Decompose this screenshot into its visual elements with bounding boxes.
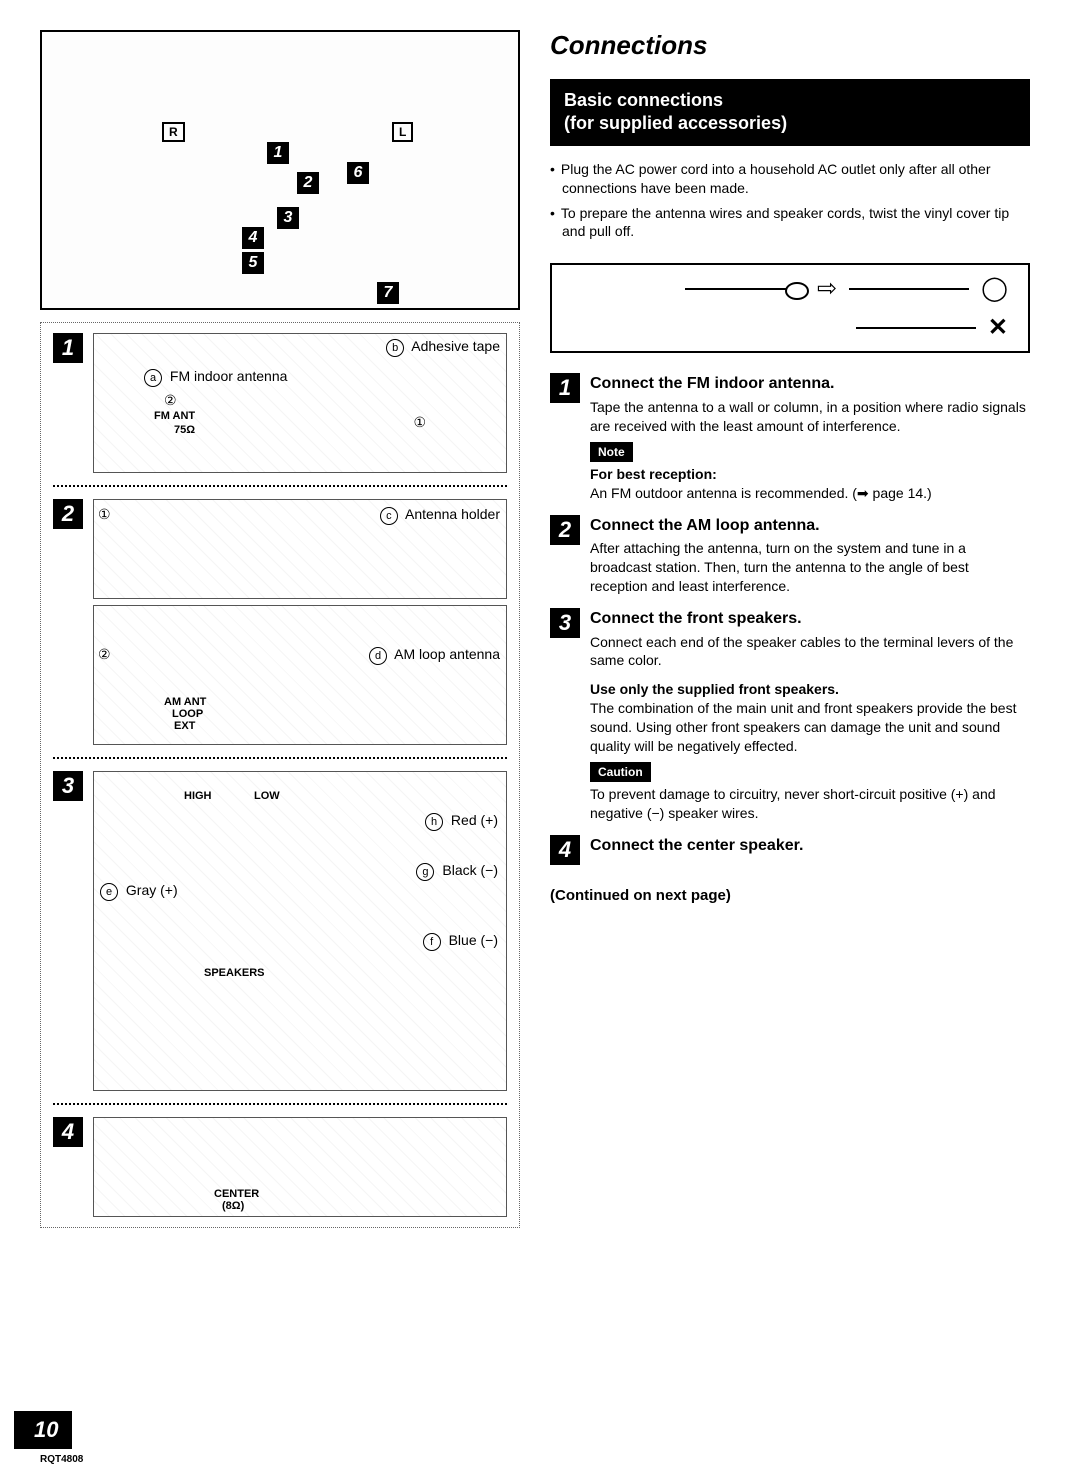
overview-badge-2: 2 (297, 172, 319, 194)
loop-label: LOOP (172, 708, 203, 720)
bullet-2: To prepare the antenna wires and speaker… (550, 204, 1030, 242)
sep-3 (53, 1103, 507, 1105)
fm-ohm-label: 75Ω (174, 424, 195, 436)
am-ant-label: AM ANT (164, 696, 206, 708)
circ-f: f (423, 933, 441, 951)
center-ohm-label: (8Ω) (222, 1200, 244, 1212)
circ-2b: ② (98, 646, 111, 663)
wire-prep-diagram: ⇨ ◯ ✕ (550, 263, 1030, 353)
wire-wrong: ✕ (856, 313, 1008, 342)
step-1-title: Connect the FM indoor antenna. (590, 373, 1030, 395)
center-label: CENTER (214, 1188, 259, 1200)
circ-h: h (425, 813, 443, 831)
fm-indoor-antenna-label: FM indoor antenna (170, 368, 288, 384)
overview-badge-5: 5 (242, 252, 264, 274)
panel-1: 1 b Adhesive tape a FM indoor antenna ② … (53, 333, 507, 473)
banner-line-1: Basic connections (564, 89, 1016, 112)
caution-tag: Caution (590, 762, 651, 782)
step-2-badge: 2 (550, 515, 580, 545)
page-number: 10 (14, 1411, 72, 1449)
adhesive-tape-label: Adhesive tape (411, 338, 500, 354)
detail-panels: 1 b Adhesive tape a FM indoor antenna ② … (40, 322, 520, 1228)
panel-2-illustration-top: ① c Antenna holder (93, 499, 507, 599)
panel-2: 2 ① c Antenna holder ② d AM loop antenna… (53, 499, 507, 745)
overview-badge-1: 1 (267, 142, 289, 164)
blue-minus-label: Blue (−) (449, 932, 498, 948)
circ-c: c (380, 507, 398, 525)
ext-label: EXT (174, 720, 195, 732)
panel-3-badge: 3 (53, 771, 83, 801)
step-3-warn-bold: Use only the supplied front speakers. (590, 680, 1030, 699)
step-2-title: Connect the AM loop antenna. (590, 515, 1030, 537)
basic-connections-banner: Basic connections (for supplied accessor… (550, 79, 1030, 146)
circ-g: g (416, 863, 434, 881)
step-1-body: Tape the antenna to a wall or column, in… (590, 398, 1030, 436)
low-label: LOW (254, 790, 280, 802)
step-3-caution-body: To prevent damage to circuitry, never sh… (590, 785, 1030, 823)
overview-badge-4: 4 (242, 227, 264, 249)
circ-2a: ② (164, 392, 177, 409)
circ-e: e (100, 883, 118, 901)
step-3-body: Connect each end of the speaker cables t… (590, 633, 1030, 671)
step-4-title: Connect the center speaker. (590, 835, 1030, 857)
doc-reference: RQT4808 (40, 1454, 83, 1465)
panel-4: 4 CENTER (8Ω) (53, 1117, 507, 1217)
right-column: Connections Basic connections (for suppl… (550, 30, 1030, 1467)
step-4: 4 Connect the center speaker. (550, 835, 1030, 865)
step-3-title: Connect the front speakers. (590, 608, 1030, 630)
am-loop-antenna-label: AM loop antenna (394, 646, 500, 662)
intro-bullets: Plug the AC power cord into a household … (550, 160, 1030, 248)
circ-a: a (144, 369, 162, 387)
left-column: R L 1 2 3 4 5 6 7 1 b Adhesive tape a FM… (40, 30, 520, 1467)
step-3-badge: 3 (550, 608, 580, 638)
step-4-badge: 4 (550, 835, 580, 865)
step-3-warn-body: The combination of the main unit and fro… (590, 699, 1030, 756)
panel-2-badge: 2 (53, 499, 83, 529)
circ-b: b (386, 339, 404, 357)
system-overview-diagram: R L 1 2 3 4 5 6 7 (40, 30, 520, 310)
step-2-body: After attaching the antenna, turn on the… (590, 539, 1030, 596)
speakers-label: SPEAKERS (204, 967, 265, 979)
black-minus-label: Black (−) (442, 862, 498, 878)
red-plus-label: Red (+) (451, 812, 498, 828)
circ-d: d (369, 647, 387, 665)
panel-1-illustration: b Adhesive tape a FM indoor antenna ② FM… (93, 333, 507, 473)
panel-3: 3 HIGH LOW h Red (+) g Black (−) e Gray … (53, 771, 507, 1091)
panel-1-badge: 1 (53, 333, 83, 363)
high-label: HIGH (184, 790, 212, 802)
panel-2-illustration-bottom: ② d AM loop antenna AM ANT LOOP EXT (93, 605, 507, 745)
bad-mark: ✕ (988, 313, 1008, 342)
speaker-l-label: L (392, 122, 413, 142)
sep-2 (53, 757, 507, 759)
note-tag: Note (590, 442, 633, 462)
continued-text: (Continued on next page) (550, 887, 1030, 904)
wire-correct: ⇨ ◯ (685, 274, 1008, 303)
step-3: 3 Connect the front speakers. Connect ea… (550, 608, 1030, 823)
step-1-note-body: An FM outdoor antenna is recommended. (➡… (590, 484, 1030, 503)
panel-4-illustration: CENTER (8Ω) (93, 1117, 507, 1217)
banner-line-2: (for supplied accessories) (564, 112, 1016, 135)
overview-badge-7: 7 (377, 282, 399, 304)
step-1: 1 Connect the FM indoor antenna. Tape th… (550, 373, 1030, 502)
ok-mark: ◯ (981, 274, 1008, 303)
antenna-holder-label: Antenna holder (405, 506, 500, 522)
section-title: Connections (550, 30, 1030, 61)
circ-1b: ① (98, 506, 111, 523)
overview-badge-6: 6 (347, 162, 369, 184)
overview-badge-3: 3 (277, 207, 299, 229)
panel-4-badge: 4 (53, 1117, 83, 1147)
step-1-badge: 1 (550, 373, 580, 403)
bullet-1: Plug the AC power cord into a household … (550, 160, 1030, 198)
fm-ant-label: FM ANT (154, 410, 195, 422)
circ-1a: ① (413, 414, 426, 431)
gray-plus-label: Gray (+) (126, 882, 178, 898)
speaker-r-label: R (162, 122, 185, 142)
step-1-note-bold: For best reception: (590, 465, 1030, 484)
panel-3-illustration: HIGH LOW h Red (+) g Black (−) e Gray (+… (93, 771, 507, 1091)
step-2: 2 Connect the AM loop antenna. After att… (550, 515, 1030, 596)
sep-1 (53, 485, 507, 487)
